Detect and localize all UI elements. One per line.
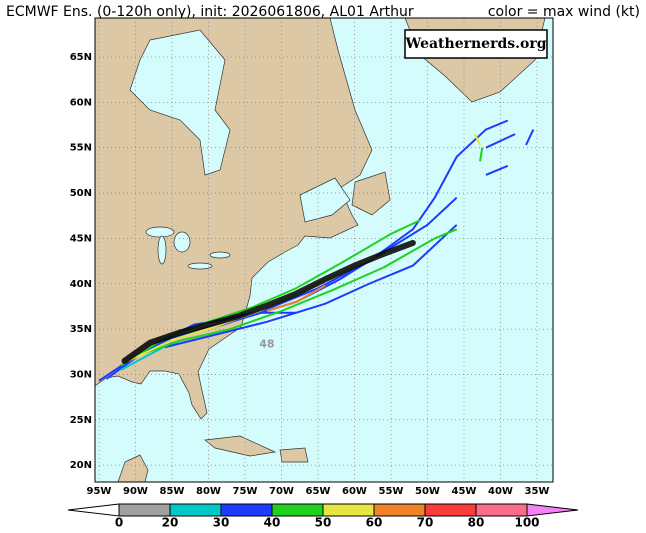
ensemble-track xyxy=(479,147,484,162)
lon-tick-label: 35W xyxy=(525,486,550,497)
tracks: 48 xyxy=(98,119,535,382)
lat-tick-label: 30N xyxy=(70,369,92,380)
lon-tick-label: 45W xyxy=(452,486,477,497)
lon-tick-label: 80W xyxy=(196,486,221,497)
colorbar-segment xyxy=(526,503,579,517)
colorbar-segment xyxy=(118,503,171,517)
forecast-hour-label: 48 xyxy=(259,338,274,351)
lake xyxy=(209,251,231,259)
lon-tick-label: 40W xyxy=(488,486,513,497)
lat-tick-label: 60N xyxy=(70,97,92,108)
colorbar-segment xyxy=(322,503,375,517)
lon-tick-label: 85W xyxy=(160,486,185,497)
colorbar-tick-label: 100 xyxy=(514,516,539,530)
colorbar-tick-label: 0 xyxy=(115,516,123,530)
lon-tick-label: 95W xyxy=(87,486,112,497)
colorbar-segment xyxy=(424,503,477,517)
colorbar-segment xyxy=(169,503,222,517)
colorbar-tick-label: 40 xyxy=(264,516,281,530)
lat-tick-label: 45N xyxy=(70,233,92,244)
lon-tick-label: 60W xyxy=(342,486,367,497)
title: ECMWF Ens. (0-120h only), init: 20260618… xyxy=(6,4,414,20)
lon-tick-label: 50W xyxy=(415,486,440,497)
lat-tick-label: 25N xyxy=(70,415,92,426)
hispaniola xyxy=(279,447,309,463)
lat-tick-label: 55N xyxy=(70,143,92,154)
lat-tick-label: 50N xyxy=(70,188,92,199)
lon-tick-label: 55W xyxy=(379,486,404,497)
lon-tick-label: 70W xyxy=(269,486,294,497)
ensemble-track xyxy=(266,284,326,312)
ensemble-track xyxy=(474,133,481,146)
cuba xyxy=(204,435,277,457)
gulf-of-st-lawrence xyxy=(299,177,351,223)
lake xyxy=(157,235,167,265)
colorbar-segment xyxy=(475,503,528,517)
legend-title: color = max wind (kt) xyxy=(488,4,640,20)
ensemble-track xyxy=(164,224,458,349)
lake xyxy=(145,226,175,238)
ensemble-track xyxy=(485,133,516,149)
ensemble-track xyxy=(525,129,535,146)
mean-track xyxy=(121,239,416,364)
lon-tick-label: 90W xyxy=(123,486,148,497)
lake xyxy=(187,262,213,270)
north-america xyxy=(95,18,373,420)
lat-tick-label: 65N xyxy=(70,52,92,63)
watermark-box xyxy=(404,29,548,59)
map: 48 xyxy=(95,18,553,482)
map-frame xyxy=(94,17,554,483)
colorbar: 0 20 30 40 50 60 70 80 100 xyxy=(67,503,579,530)
colorbar-segment xyxy=(373,503,426,517)
colorbar-segment xyxy=(67,503,120,517)
ensemble-track xyxy=(485,164,509,176)
lat-tick-label: 20N xyxy=(70,460,92,471)
ensemble-track xyxy=(135,228,458,358)
watermark: Weathernerds.org xyxy=(405,36,547,52)
colorbar-tick-label: 30 xyxy=(213,516,230,530)
colorbar-segment xyxy=(220,503,273,517)
colorbar-tick-label: 60 xyxy=(366,516,383,530)
axis-labels: 95W 90W 85W 80W 75W 70W 65W 60W 55W 50W 45W 40W 35W 6… xyxy=(70,52,550,497)
colorbar-segment xyxy=(271,503,324,517)
lon-tick-label: 65W xyxy=(306,486,331,497)
grid xyxy=(95,18,553,482)
colorbar-tick-label: 80 xyxy=(468,516,485,530)
lat-tick-label: 40N xyxy=(70,279,92,290)
newfoundland xyxy=(351,171,391,216)
colorbar-tick-label: 50 xyxy=(315,516,332,530)
lat-tick-label: 35N xyxy=(70,324,92,335)
lon-tick-label: 75W xyxy=(233,486,258,497)
colorbar-tick-label: 70 xyxy=(417,516,434,530)
colorbar-tick-label: 20 xyxy=(162,516,179,530)
lake xyxy=(173,231,191,253)
